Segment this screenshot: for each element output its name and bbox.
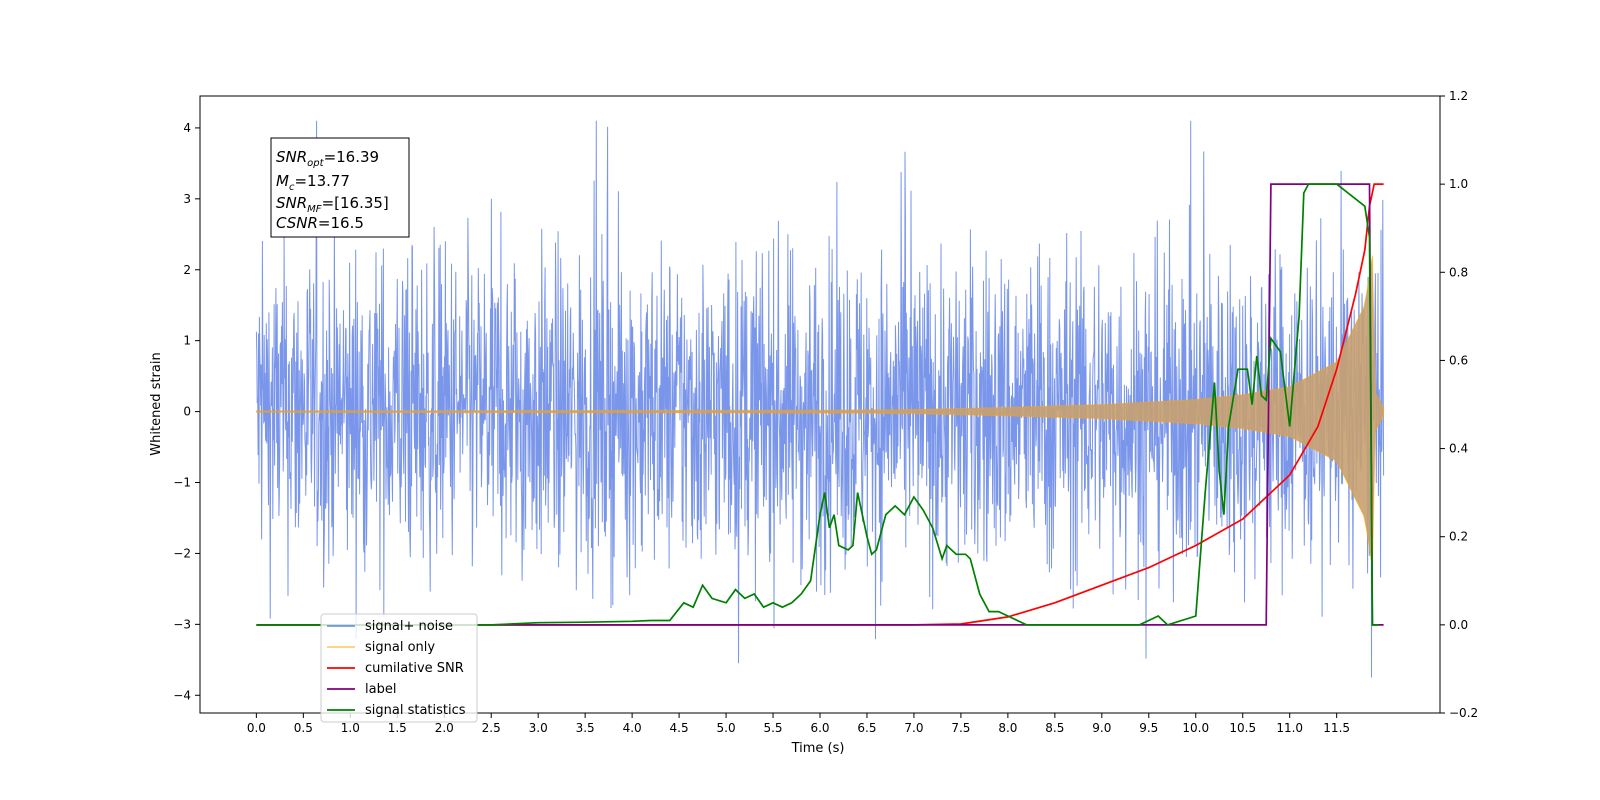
x-tick-label: 3.0 bbox=[529, 721, 548, 735]
y2-tick-label: 0.2 bbox=[1449, 530, 1468, 544]
legend-entry-label: cumilative SNR bbox=[365, 661, 464, 676]
y-tick-label: −2 bbox=[173, 546, 191, 560]
series-line-signal-statistics bbox=[256, 183, 1379, 626]
y2-tick-label: −0.2 bbox=[1449, 706, 1478, 720]
y-tick-label: 3 bbox=[183, 192, 191, 206]
x-axis: 0.0 0.5 1.0 1.5 2.0 2.5 3.0 3.5 4.0 4.5 5.0 5.5 6.0 6… bbox=[247, 713, 1350, 735]
annotation-csnr: CSNR=16.5 bbox=[276, 214, 364, 232]
plot-area bbox=[255, 120, 1385, 678]
x-tick-label: 5.0 bbox=[717, 721, 736, 735]
y-tick-label: −4 bbox=[173, 688, 191, 702]
y-axis-left: 4 3 2 1 0 −1 −2 −3 −4 bbox=[173, 121, 200, 702]
legend-entry-label: signal statistics bbox=[365, 703, 466, 718]
x-tick-label: 4.5 bbox=[670, 721, 689, 735]
x-tick-label: 2.5 bbox=[482, 721, 501, 735]
x-tick-label: 5.5 bbox=[763, 721, 782, 735]
x-tick-label: 6.5 bbox=[857, 721, 876, 735]
snr-annotation-box: SNRopt=16.39 Mc=13.77 SNRMF=[16.35] CSNR… bbox=[270, 137, 410, 238]
y2-tick-label: 0.8 bbox=[1449, 265, 1468, 279]
annotation-snr-opt: SNRopt=16.39 bbox=[276, 148, 379, 169]
series-signal-only-area bbox=[255, 255, 1385, 568]
x-tick-label: 11.5 bbox=[1323, 721, 1350, 735]
legend-entry-label: signal+ noise bbox=[365, 619, 453, 634]
y-tick-label: −3 bbox=[173, 617, 191, 631]
series-signal-noise-line bbox=[255, 120, 1385, 678]
y-tick-label: 4 bbox=[183, 121, 191, 135]
x-tick-label: 9.5 bbox=[1139, 721, 1158, 735]
legend: signal+ noise signal only cumilative SNR la… bbox=[320, 613, 478, 723]
x-axis-label: Time (s) bbox=[791, 741, 845, 756]
y2-tick-label: 1.2 bbox=[1449, 89, 1468, 103]
x-tick-label: 1.5 bbox=[388, 721, 407, 735]
x-tick-label: 7.0 bbox=[904, 721, 923, 735]
x-tick-label: 4.0 bbox=[623, 721, 642, 735]
x-tick-label: 0.5 bbox=[294, 721, 313, 735]
x-tick-label: 6.0 bbox=[810, 721, 829, 735]
series-line-cumilative-snr bbox=[256, 183, 1384, 626]
legend-entry-label: signal only bbox=[365, 640, 435, 655]
x-tick-label: 3.5 bbox=[576, 721, 595, 735]
y2-tick-label: 0.4 bbox=[1449, 442, 1468, 456]
x-tick-label: 11.0 bbox=[1276, 721, 1303, 735]
legend-entry-label: label bbox=[365, 682, 396, 697]
y-axis-right: 1.2 1.0 0.8 0.6 0.4 0.2 0.0 −0.2 bbox=[1440, 89, 1478, 720]
x-tick-label: 10.0 bbox=[1182, 721, 1209, 735]
y-tick-label: −1 bbox=[173, 476, 191, 490]
y2-tick-label: 0.0 bbox=[1449, 618, 1468, 632]
y-tick-label: 0 bbox=[183, 405, 191, 419]
x-tick-label: 1.0 bbox=[341, 721, 360, 735]
x-tick-label: 10.5 bbox=[1229, 721, 1256, 735]
x-tick-label: 8.5 bbox=[1045, 721, 1064, 735]
y2-tick-label: 0.6 bbox=[1449, 353, 1468, 367]
x-tick-label: 2.0 bbox=[435, 721, 454, 735]
x-tick-label: 7.5 bbox=[951, 721, 970, 735]
legend-frame bbox=[320, 613, 478, 723]
y-axis-label: Whitened strain bbox=[149, 352, 164, 455]
annotation-snr-mf: SNRMF=[16.35] bbox=[276, 194, 389, 215]
x-tick-label: 0.0 bbox=[247, 721, 266, 735]
annotation-frame bbox=[270, 137, 410, 238]
y-tick-label: 1 bbox=[183, 334, 191, 348]
annotation-mc: Mc=13.77 bbox=[276, 172, 350, 193]
x-tick-label: 9.0 bbox=[1092, 721, 1111, 735]
y-tick-label: 2 bbox=[183, 263, 191, 277]
x-tick-label: 8.0 bbox=[998, 721, 1017, 735]
y2-tick-label: 1.0 bbox=[1449, 177, 1468, 191]
